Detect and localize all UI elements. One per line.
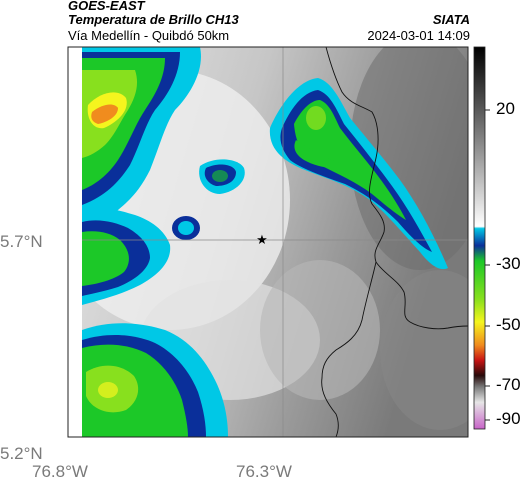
map-subtitle: Vía Medellín - Quibdó 50km xyxy=(68,28,230,43)
latitude-label: 5.7°N xyxy=(0,232,43,251)
colorbar-tick: -30 xyxy=(496,254,521,273)
colorbar-tick: -50 xyxy=(496,315,521,334)
colorbar xyxy=(473,46,486,430)
longitude-label: 76.8°W xyxy=(32,462,88,481)
longitude-label: 76.3°W xyxy=(236,462,292,481)
map-title: Temperatura de Brillo CH13 xyxy=(68,12,239,27)
satellite-name: GOES-EAST xyxy=(68,0,145,13)
border-line xyxy=(325,46,469,330)
colorbar-tick: -90 xyxy=(496,409,521,428)
organization-label: SIATA xyxy=(432,12,470,27)
star-marker: ★ xyxy=(256,232,268,247)
map-frame xyxy=(67,46,469,438)
colorbar-tick: 20 xyxy=(496,99,515,118)
timestamp-label: 2024-03-01 14:09 xyxy=(367,28,470,43)
border-line-south xyxy=(321,261,377,438)
colorbar-tick: -70 xyxy=(496,375,521,394)
latitude-label: 5.2°N xyxy=(0,444,43,463)
